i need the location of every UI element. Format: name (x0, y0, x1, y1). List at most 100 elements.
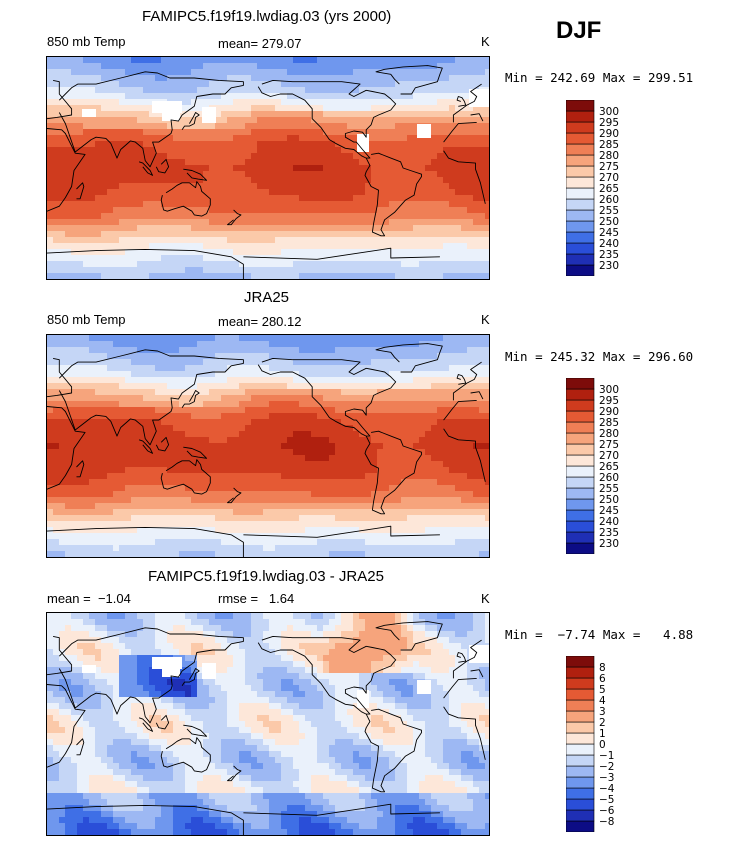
field-cell (263, 123, 270, 130)
field-cell (425, 249, 432, 256)
field-cell (227, 87, 234, 94)
field-cell (113, 389, 120, 396)
field-cell (71, 249, 78, 256)
field-cell (455, 365, 462, 372)
field-cell (101, 117, 108, 124)
field-cell (215, 63, 222, 70)
field-cell (413, 243, 420, 250)
field-cell (431, 165, 438, 172)
field-cell (185, 159, 192, 166)
field-cell (131, 183, 138, 190)
field-cell (227, 267, 234, 274)
field-cell (467, 117, 474, 124)
field-cell (329, 99, 336, 106)
field-cell (341, 135, 348, 142)
field-cell (425, 171, 432, 178)
field-cell (275, 419, 282, 426)
field-cell (335, 183, 342, 190)
field-cell (431, 485, 438, 492)
field-cell (173, 123, 180, 130)
field-cell (401, 365, 408, 372)
field-cell (119, 383, 126, 390)
field-cell (149, 455, 156, 462)
field-cell (173, 509, 180, 516)
field-cell (329, 117, 336, 124)
field-cell (443, 419, 450, 426)
field-cell (233, 129, 240, 136)
field-cell (317, 111, 324, 118)
field-cell (227, 123, 234, 130)
field-cell (287, 389, 294, 396)
field-cell (305, 371, 312, 378)
field-cell (119, 171, 126, 178)
field-cell (377, 195, 384, 202)
field-cell (371, 201, 378, 208)
field-cell (383, 467, 390, 474)
field-cell (59, 225, 66, 232)
field-cell (191, 81, 198, 88)
field-cell (131, 377, 138, 384)
field-cell (143, 365, 150, 372)
field-cell (161, 425, 168, 432)
field-cell (365, 407, 372, 414)
field-cell (233, 81, 240, 88)
field-cell (347, 455, 354, 462)
field-cell (407, 105, 414, 112)
field-cell (101, 473, 108, 480)
field-cell (437, 159, 444, 166)
field-cell (329, 219, 336, 226)
field-cell (119, 201, 126, 208)
field-cell (293, 389, 300, 396)
field-cell (311, 129, 318, 136)
field-cell (215, 81, 222, 88)
field-cell (47, 449, 54, 456)
field-cell (239, 219, 246, 226)
field-cell (377, 431, 384, 438)
colorbar-tick-label: 230 (599, 260, 619, 272)
field-cell (227, 183, 234, 190)
field-cell (263, 395, 270, 402)
field-cell (335, 479, 342, 486)
field-cell (431, 207, 438, 214)
field-cell (245, 353, 252, 360)
field-cell (107, 419, 114, 426)
field-cell (167, 135, 174, 142)
field-cell (443, 473, 450, 480)
field-cell (269, 431, 276, 438)
field-cell (377, 377, 384, 384)
field-cell (455, 123, 462, 130)
field-cell (419, 273, 426, 279)
field-cell (83, 461, 90, 468)
field-cell (455, 195, 462, 202)
field-cell (353, 473, 360, 480)
field-cell (131, 413, 138, 420)
colorbar-swatch (566, 242, 595, 255)
field-cell (47, 213, 54, 220)
field-cell (185, 267, 192, 274)
field-cell (239, 407, 246, 414)
field-cell (479, 455, 486, 462)
field-cell (407, 389, 414, 396)
field-cell (281, 461, 288, 468)
colorbar-swatch (566, 220, 595, 233)
field-cell (95, 135, 102, 142)
field-cell (137, 99, 144, 106)
field-cell (359, 117, 366, 124)
field-cell (119, 359, 126, 366)
field-cell (419, 249, 426, 256)
field-cell (233, 389, 240, 396)
field-cell (467, 353, 474, 360)
field-cell (395, 365, 402, 372)
field-cell (53, 165, 60, 172)
field-cell (125, 353, 132, 360)
field-cell (467, 395, 474, 402)
field-cell (113, 261, 120, 268)
field-cell (263, 509, 270, 516)
field-cell (383, 81, 390, 88)
field-cell (281, 87, 288, 94)
field-cell (71, 365, 78, 372)
field-cell (401, 135, 408, 142)
field-cell (275, 105, 282, 112)
field-cell (311, 255, 318, 262)
field-cell (473, 81, 480, 88)
